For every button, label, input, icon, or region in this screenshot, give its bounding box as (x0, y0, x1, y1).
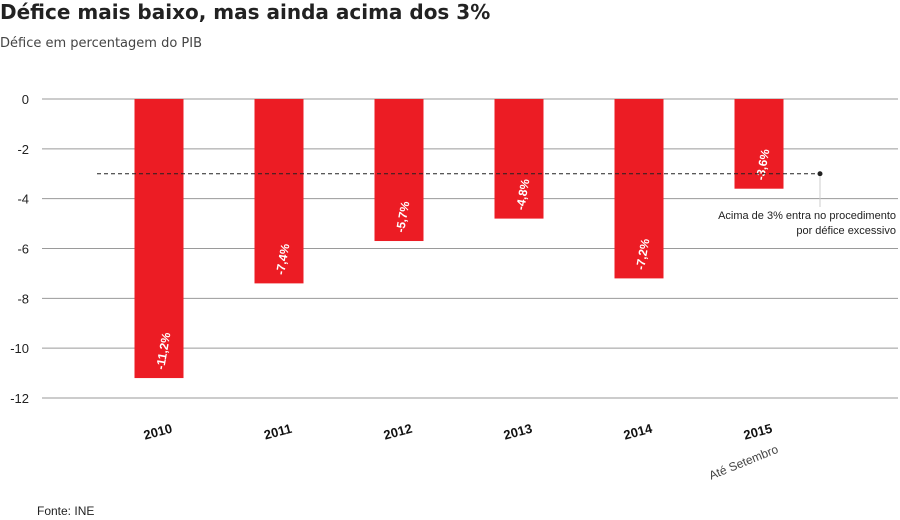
source-note: Fonte: INE (37, 504, 95, 518)
reference-annotation: Acima de 3% entra no procedimento (718, 210, 896, 222)
y-axis: 0 -2 -4 -6 -8 -10 -12 (10, 92, 29, 406)
x-tick-label: 2011 (262, 421, 293, 443)
x-tick-label: 2010 (142, 421, 174, 443)
reference-line-group: Acima de 3% entra no procedimento por déf… (97, 171, 896, 237)
x-tick-label: 2012 (382, 421, 414, 443)
bar (494, 99, 544, 219)
data-label: -7,2% (633, 237, 652, 271)
bar (614, 99, 664, 279)
data-label: -4,8% (513, 177, 532, 211)
x-tick-label: 2015 (742, 421, 774, 443)
bar (374, 99, 424, 242)
y-tick-label: -4 (17, 192, 29, 207)
reference-annotation: por défice excessivo (796, 225, 896, 237)
data-label: -5,7% (393, 200, 412, 234)
bar (134, 99, 184, 379)
y-tick-label: -10 (10, 341, 29, 356)
data-label: -3,6% (753, 148, 772, 182)
y-tick-label: -12 (10, 391, 29, 406)
bars: -11,2% -7,4% -5,7% -4,8% -7,2% -3,6% (134, 99, 784, 379)
y-tick-label: -8 (17, 291, 29, 306)
data-label: -7,4% (273, 242, 292, 276)
chart-subtitle: Défice em percentagem do PIB (0, 36, 203, 51)
data-label: -11,2% (153, 331, 173, 371)
x-tick-label: 2013 (502, 421, 534, 443)
reference-line-marker (817, 171, 823, 177)
chart-title: Défice mais baixo, mas ainda acima dos 3… (0, 0, 491, 24)
x-tick-label: 2014 (622, 420, 655, 442)
x-tick-sublabel: Até Setembro (707, 442, 781, 483)
y-tick-label: -2 (17, 142, 29, 157)
y-tick-label: -6 (17, 242, 29, 257)
bar (254, 99, 304, 284)
y-tick-label: 0 (22, 92, 29, 107)
